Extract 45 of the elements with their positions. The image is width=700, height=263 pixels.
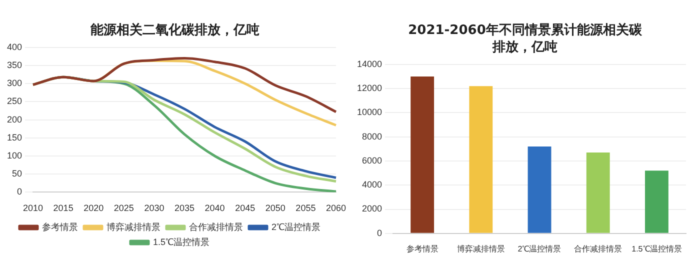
x-tick-label: 博弈减排情景 [456,244,505,254]
y-tick-label: 200 [6,114,22,124]
x-tick-label: 2015 [53,203,74,214]
x-tick-label: 2010 [23,203,44,214]
y-tick-label: 250 [6,96,22,106]
y-tick-label: 0 [17,186,22,197]
y-tick-label: 400 [6,42,22,52]
y-tick-label: 300 [6,78,22,88]
x-tick-label: 2035 [174,203,195,214]
legend-label: 参考情景 [42,222,78,232]
x-tick-label: 合作减排情景 [574,244,622,254]
y-tick-label: 8000 [362,131,382,142]
x-tick-label: 2025 [114,203,134,214]
x-tick-label: 参考情景 [406,244,438,254]
x-tick-label: 2055 [296,203,316,214]
legend-label: 2℃温控情景 [271,222,321,232]
x-tick-label: 2030 [144,203,164,214]
bar [528,146,552,233]
legend-label: 博弈减排情景 [106,222,160,232]
legend-label: 1.5℃温控情景 [152,236,210,247]
x-tick-label: 2050 [265,203,286,214]
y-tick-label: 350 [6,60,22,70]
y-tick-label: 50 [12,168,22,179]
x-tick-label: 2060 [326,203,346,214]
bar [469,86,493,233]
chart-title: 能源相关二氧化碳排放，亿吨 [90,22,260,39]
bar [644,170,668,233]
y-tick-label: 2000 [362,204,382,214]
y-tick-label: 14000 [356,58,382,69]
x-tick-label: 2040 [204,203,225,214]
y-tick-label: 150 [6,132,22,142]
chart-title: 2021-2060年不同情景累计能源相关碳排放，亿吨 [407,22,643,56]
x-tick-label: 1.5℃温控情景 [632,244,682,254]
y-tick-label: 0 [377,228,382,238]
y-tick-label: 10000 [356,107,382,118]
bar [410,76,434,233]
x-tick-label: 2℃温控情景 [518,244,562,254]
y-tick-label: 6000 [362,155,382,166]
y-tick-label: 4000 [362,180,382,190]
x-tick-label: 2045 [235,203,256,214]
y-tick-label: 12000 [356,83,382,94]
y-tick-label: 100 [6,150,22,160]
legend-label: 合作减排情景 [188,222,243,232]
x-tick-label: 2020 [84,203,104,214]
bar [586,152,610,233]
